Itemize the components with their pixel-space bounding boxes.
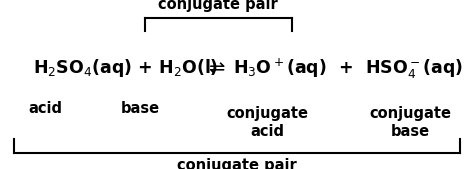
Text: H$_2$SO$_4$(aq) + H$_2$O(l): H$_2$SO$_4$(aq) + H$_2$O(l) bbox=[33, 57, 219, 79]
Text: $\rightleftharpoons$: $\rightleftharpoons$ bbox=[205, 59, 226, 78]
Text: conjugate pair: conjugate pair bbox=[158, 0, 278, 12]
Text: base: base bbox=[120, 101, 159, 116]
Text: acid: acid bbox=[28, 101, 62, 116]
Text: conjugate pair: conjugate pair bbox=[177, 158, 297, 169]
Text: conjugate
base: conjugate base bbox=[369, 106, 451, 139]
Text: H$_3$O$^+$(aq)  +  HSO$_4^-$(aq): H$_3$O$^+$(aq) + HSO$_4^-$(aq) bbox=[233, 56, 464, 81]
Text: conjugate
acid: conjugate acid bbox=[227, 106, 309, 139]
